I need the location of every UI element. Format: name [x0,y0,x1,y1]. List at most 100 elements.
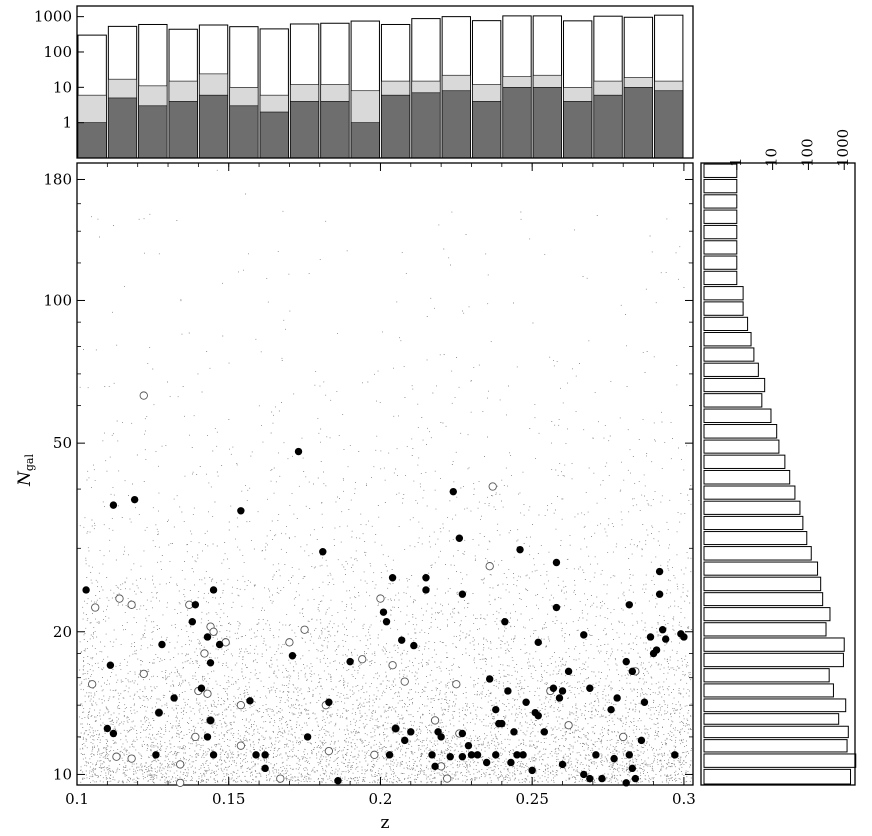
open-marker [115,594,124,603]
filled-marker [130,495,139,504]
filled-marker [637,736,646,745]
top-hist-bar-dark [563,101,593,159]
right-hist-bar-total [703,209,738,224]
filled-marker [82,586,90,594]
filled-marker [534,638,542,647]
top-hist-bar-dark [472,101,502,159]
filled-marker [658,626,667,634]
open-marker [200,649,209,658]
filled-marker [410,641,418,650]
right-hist-frame [700,162,856,786]
filled-marker [261,751,269,759]
filled-marker [622,657,630,666]
top-hist-bar-dark [77,122,107,159]
filled-marker [464,741,473,750]
open-marker [285,638,294,647]
filled-marker [294,447,303,456]
top-hist-bar-dark [290,101,320,159]
filled-marker [625,601,633,609]
filled-marker [522,698,530,706]
top-hist-bar-dark [502,87,532,159]
filled-marker [482,758,491,767]
filled-marker [458,729,467,738]
right-hist-bar-total [703,224,738,240]
open-marker [485,562,494,571]
right-hist-bar-total [703,240,738,255]
right-hist-bar-total [703,561,819,576]
right-hist-bar-total [703,768,852,785]
filled-marker [510,728,518,736]
y-tick-label: 20 [53,623,72,641]
right-hist-bar-total [703,377,766,393]
open-marker [127,600,136,609]
top-hist-bar-dark [108,97,137,159]
filled-marker [246,697,254,705]
filled-marker [391,724,400,733]
filled-marker [549,684,558,692]
scatter-plot-frame [76,162,694,786]
open-marker [324,746,334,756]
filled-marker [325,698,333,706]
open-marker [276,774,285,783]
right-hist-bar-total [703,178,738,194]
filled-marker [152,751,160,759]
right-hist-bar-total [703,270,738,286]
filled-marker [388,574,397,582]
filled-marker [646,633,655,641]
filled-marker [504,687,512,695]
filled-marker [197,684,206,692]
filled-marker [552,558,561,567]
filled-marker [155,708,163,717]
filled-marker [586,684,594,692]
open-marker [139,391,148,400]
right-hist-tick-label: 100 [798,138,816,167]
right-hist-bar-total [703,683,834,698]
open-marker [400,677,409,686]
filled-marker [534,712,542,720]
top-hist-bar-dark [259,111,289,159]
right-ngal-histogram: 1 10 100 1000 [700,129,857,786]
y-axis-title-subscript: gal [23,454,36,472]
filled-marker [558,687,567,695]
open-marker [388,661,397,670]
filled-marker [598,774,606,783]
open-marker [564,721,573,730]
filled-marker [446,753,454,761]
open-marker [488,482,497,491]
right-hist-bar-total [703,546,812,561]
filled-marker [206,716,215,725]
open-marker [176,760,185,769]
scatter-axis-ticks: 0.1 0.15 0.2 0.25 0.3 10 20 50 100 180 [43,163,696,808]
filled-marker [501,618,509,626]
filled-marker [170,694,178,702]
right-hist-bar-total [703,576,822,592]
filled-marker [631,774,640,783]
right-hist-bar-total [703,668,830,683]
filled-marker [580,770,588,779]
filled-marker [334,777,342,785]
right-hist-bar-total [703,469,791,485]
open-marker [91,603,100,612]
right-hist-bar-total [703,500,801,515]
open-marker [139,669,148,679]
top-hist-bar-dark [623,87,653,159]
filled-marker [564,667,573,676]
right-hist-bar-total [703,454,786,469]
x-tick-label: 0.2 [369,790,393,808]
filled-marker [407,728,415,736]
filled-marker [319,548,327,556]
filled-marker [422,574,430,582]
filled-marker [422,586,430,594]
filled-marker [437,733,445,741]
open-marker [430,716,440,725]
right-hist-bar-total [703,515,804,531]
right-hist-bar-total [703,163,738,178]
right-hist-bar-total [703,531,808,546]
filled-marker [158,640,166,649]
top-hist-tick-label: 10 [53,78,72,96]
open-marker [300,625,309,634]
filled-marker [428,751,436,759]
filled-marker [680,633,688,641]
right-hist-bar-total [703,713,840,725]
